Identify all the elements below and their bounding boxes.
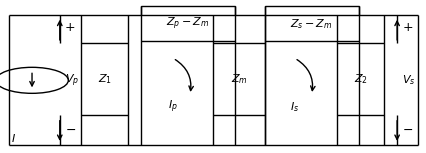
Text: $-$: $-$ (401, 123, 412, 136)
Text: $-$: $-$ (65, 123, 76, 136)
Text: $Z_m$: $Z_m$ (230, 72, 247, 86)
Text: $I$: $I$ (11, 132, 16, 144)
Text: $Z_1$: $Z_1$ (97, 72, 112, 86)
Text: +: + (65, 21, 75, 34)
Bar (141, 6, 234, 41)
Text: +: + (401, 21, 412, 34)
Text: $I_p$: $I_p$ (167, 99, 178, 115)
Bar (264, 6, 358, 41)
Bar (337, 43, 383, 115)
Text: $Z_2$: $Z_2$ (353, 72, 367, 86)
Text: $V_s$: $V_s$ (401, 73, 415, 87)
Text: $V_p$: $V_p$ (65, 72, 79, 89)
Bar (213, 43, 264, 115)
Bar (81, 43, 128, 115)
Text: $I_s$: $I_s$ (289, 100, 299, 114)
Text: $Z_p - Z_m$: $Z_p - Z_m$ (166, 15, 209, 32)
Text: $Z_s - Z_m$: $Z_s - Z_m$ (290, 17, 332, 31)
